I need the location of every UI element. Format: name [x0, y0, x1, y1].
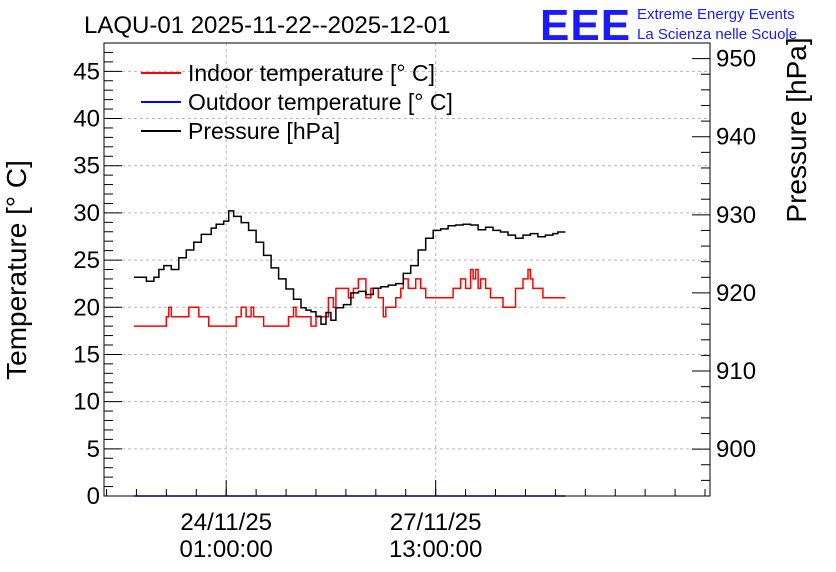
legend-label: Outdoor temperature [° C]: [188, 89, 453, 115]
series-layer: [133, 210, 566, 497]
chart-title: LAQU-01 2025-11-22--2025-12-01: [84, 12, 450, 39]
legend-label: Pressure [hPa]: [188, 118, 340, 144]
y2-tick-label: 950: [716, 46, 756, 73]
y-tick-label: 40: [73, 106, 100, 133]
y-tick-label: 0: [87, 483, 100, 510]
y-tick-label: 25: [73, 247, 100, 274]
legend-label: Indoor temperature [° C]: [188, 60, 435, 86]
brand-line-2: La Scienza nelle Scuole: [637, 26, 797, 43]
series-line-3: [133, 210, 566, 325]
grid: [104, 43, 710, 496]
y-tick-label: 45: [73, 58, 100, 85]
y2-tick-label: 900: [716, 436, 756, 463]
left-axis: 0 5 10 15 20 25 30 35 40 45: [73, 42, 122, 510]
y2-tick-label: 910: [716, 358, 756, 385]
x-tick-time: 13:00:00: [389, 536, 482, 563]
x-tick-time: 01:00:00: [179, 536, 272, 563]
x-tick-date: 27/11/25: [390, 509, 482, 536]
y-tick-label: 35: [73, 153, 100, 180]
eee-logo: EEE Extreme Energy Events La Scienza nel…: [540, 1, 797, 50]
logo-mark: EEE: [540, 1, 631, 50]
y2-tick-label: 920: [716, 280, 756, 307]
brand-line-1: Extreme Energy Events: [637, 6, 795, 23]
y-tick-label: 30: [73, 200, 100, 227]
y-tick-label: 20: [73, 294, 100, 321]
y2-tick-label: 940: [716, 124, 756, 151]
x-tick-date: 24/11/25: [180, 509, 272, 536]
y-axis-title: Temperature [° C]: [1, 160, 32, 380]
series-line-1: [133, 268, 566, 327]
legend: Indoor temperature [° C] Outdoor temperat…: [141, 60, 453, 144]
y-tick-label: 15: [73, 341, 100, 368]
y2-tick-label: 930: [716, 202, 756, 229]
right-axis: 900 910 920 930 940 950: [692, 46, 756, 481]
y-tick-label: 5: [87, 436, 100, 463]
y-tick-label: 10: [73, 389, 100, 416]
y2-axis-title: Pressure [hPa]: [781, 37, 812, 222]
